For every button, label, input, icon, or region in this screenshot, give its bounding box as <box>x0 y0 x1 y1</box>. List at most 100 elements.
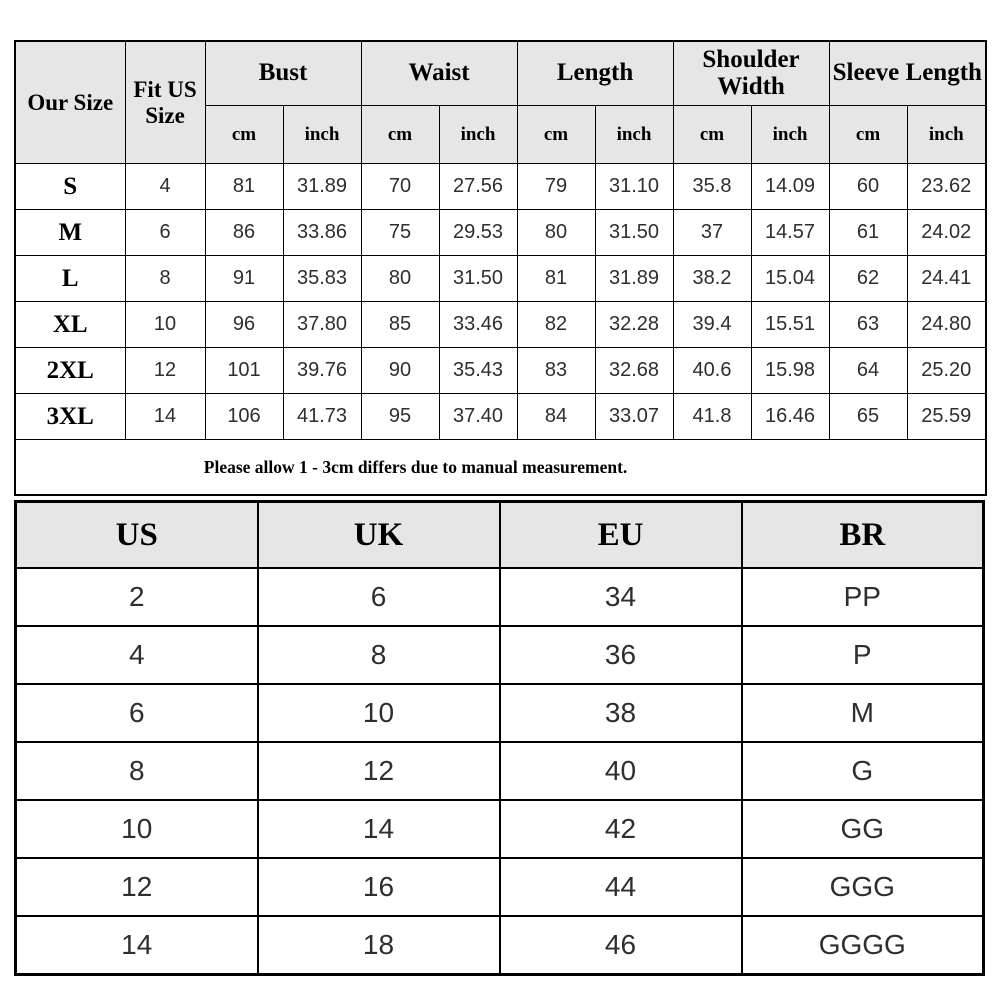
conversion-table: US UK EU BR 2 6 34 PP 4 8 36 P 6 10 38 M… <box>14 500 985 976</box>
cell-bust-inch: 41.73 <box>282 393 362 440</box>
cell-shoulder-cm: 40.6 <box>672 347 752 394</box>
header-fit-us-line2: Size <box>145 102 185 128</box>
cell-br: G <box>740 741 985 801</box>
cell-eu: 46 <box>498 915 743 976</box>
cell-us: 8 <box>14 741 259 801</box>
cell-size: M <box>14 209 126 256</box>
cell-fit-us: 10 <box>124 301 206 348</box>
header-us: US <box>14 500 259 569</box>
unit-waist-cm: cm <box>360 105 440 164</box>
cell-waist-cm: 75 <box>360 209 440 256</box>
cell-waist-inch: 27.56 <box>438 163 518 210</box>
cell-eu: 36 <box>498 625 743 685</box>
cell-br: GGGG <box>740 915 985 976</box>
cell-length-inch: 32.28 <box>594 301 674 348</box>
cell-uk: 18 <box>256 915 501 976</box>
cell-bust-inch: 39.76 <box>282 347 362 394</box>
measurement-header-unit-row: cm inch cm inch cm inch cm inch cm inch <box>15 105 987 164</box>
cell-fit-us: 4 <box>124 163 206 210</box>
cell-eu: 42 <box>498 799 743 859</box>
header-sleeve-length: Sleeve Length <box>828 40 987 106</box>
cell-waist-inch: 31.50 <box>438 255 518 302</box>
table-row: 6 10 38 M <box>14 683 985 743</box>
cell-length-cm: 83 <box>516 347 596 394</box>
cell-waist-cm: 90 <box>360 347 440 394</box>
cell-br: GG <box>740 799 985 859</box>
cell-size: L <box>14 255 126 302</box>
measurement-note: Please allow 1 - 3cm differs due to manu… <box>14 439 987 496</box>
cell-uk: 10 <box>256 683 501 743</box>
cell-waist-inch: 37.40 <box>438 393 518 440</box>
table-row: 2 6 34 PP <box>14 567 985 627</box>
cell-fit-us: 12 <box>124 347 206 394</box>
cell-shoulder-inch: 16.46 <box>750 393 830 440</box>
cell-sleeve-inch: 24.41 <box>906 255 987 302</box>
cell-sleeve-inch: 23.62 <box>906 163 987 210</box>
header-fit-us-line1: Fit US <box>133 76 197 102</box>
cell-bust-cm: 96 <box>204 301 284 348</box>
cell-waist-cm: 80 <box>360 255 440 302</box>
cell-us: 10 <box>14 799 259 859</box>
unit-length-inch: inch <box>594 105 674 164</box>
cell-length-cm: 79 <box>516 163 596 210</box>
cell-bust-inch: 31.89 <box>282 163 362 210</box>
cell-sleeve-cm: 63 <box>828 301 908 348</box>
header-fit-us-size: Fit US Size <box>124 40 206 164</box>
header-waist: Waist <box>360 40 518 106</box>
cell-waist-inch: 29.53 <box>438 209 518 256</box>
cell-length-inch: 31.50 <box>594 209 674 256</box>
cell-fit-us: 14 <box>124 393 206 440</box>
cell-us: 14 <box>14 915 259 976</box>
cell-shoulder-inch: 15.98 <box>750 347 830 394</box>
unit-shoulder-cm: cm <box>672 105 752 164</box>
cell-shoulder-cm: 37 <box>672 209 752 256</box>
unit-sleeve-inch: inch <box>906 105 987 164</box>
cell-size: 2XL <box>14 347 126 394</box>
unit-length-cm: cm <box>516 105 596 164</box>
cell-sleeve-cm: 61 <box>828 209 908 256</box>
cell-sleeve-inch: 25.20 <box>906 347 987 394</box>
cell-length-cm: 80 <box>516 209 596 256</box>
cell-bust-cm: 81 <box>204 163 284 210</box>
cell-bust-inch: 33.86 <box>282 209 362 256</box>
table-row-size-l: L 8 91 35.83 80 31.50 81 31.89 38.2 15.0… <box>14 255 987 302</box>
unit-bust-inch: inch <box>282 105 362 164</box>
cell-waist-cm: 85 <box>360 301 440 348</box>
cell-eu: 38 <box>498 683 743 743</box>
header-br: BR <box>740 500 985 569</box>
cell-shoulder-inch: 14.09 <box>750 163 830 210</box>
cell-bust-cm: 86 <box>204 209 284 256</box>
cell-sleeve-cm: 65 <box>828 393 908 440</box>
cell-shoulder-cm: 35.8 <box>672 163 752 210</box>
cell-uk: 14 <box>256 799 501 859</box>
table-row: 10 14 42 GG <box>14 799 985 859</box>
cell-sleeve-cm: 62 <box>828 255 908 302</box>
cell-length-inch: 31.10 <box>594 163 674 210</box>
table-row-size-s: S 4 81 31.89 70 27.56 79 31.10 35.8 14.0… <box>14 163 987 210</box>
header-bust: Bust <box>204 40 362 106</box>
cell-waist-inch: 35.43 <box>438 347 518 394</box>
cell-br: PP <box>740 567 985 627</box>
table-row-size-xl: XL 10 96 37.80 85 33.46 82 32.28 39.4 15… <box>14 301 987 348</box>
cell-bust-cm: 106 <box>204 393 284 440</box>
cell-size: S <box>14 163 126 210</box>
cell-shoulder-cm: 41.8 <box>672 393 752 440</box>
unit-bust-cm: cm <box>204 105 284 164</box>
table-row: 8 12 40 G <box>14 741 985 801</box>
measurement-note-row: Please allow 1 - 3cm differs due to manu… <box>14 439 987 496</box>
cell-us: 6 <box>14 683 259 743</box>
cell-bust-inch: 35.83 <box>282 255 362 302</box>
cell-length-cm: 82 <box>516 301 596 348</box>
header-our-size: Our Size <box>14 40 126 164</box>
unit-sleeve-cm: cm <box>828 105 908 164</box>
cell-shoulder-inch: 15.51 <box>750 301 830 348</box>
cell-fit-us: 8 <box>124 255 206 302</box>
cell-eu: 40 <box>498 741 743 801</box>
unit-waist-inch: inch <box>438 105 518 164</box>
cell-us: 12 <box>14 857 259 917</box>
cell-br: M <box>740 683 985 743</box>
cell-eu: 44 <box>498 857 743 917</box>
cell-br: P <box>740 625 985 685</box>
cell-us: 2 <box>14 567 259 627</box>
